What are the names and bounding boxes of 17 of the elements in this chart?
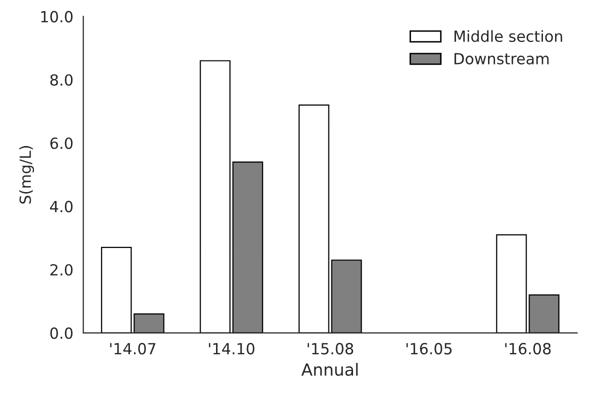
- y-tick-label: 2.0: [50, 264, 73, 276]
- x-tick-label: '16.08: [505, 342, 551, 354]
- y-tick-label: 8.0: [50, 74, 73, 86]
- legend-label: Middle section: [454, 30, 562, 42]
- y-axis-title: S(mg/L): [19, 146, 34, 204]
- bar: [232, 161, 264, 333]
- y-tick-label: 0.0: [50, 327, 73, 339]
- x-tick-label: '14.10: [208, 342, 254, 354]
- x-axis-title: Annual: [301, 362, 358, 376]
- legend-label: Downstream: [454, 53, 549, 64]
- x-tick-label: '16.05: [406, 342, 452, 354]
- y-tick-label: 10.0: [41, 10, 73, 22]
- y-tick-label: 4.0: [50, 200, 73, 212]
- x-tick-label: '14.07: [110, 342, 156, 354]
- bar: [200, 60, 231, 333]
- x-tick-label: '15.08: [308, 342, 354, 354]
- y-tick-label: 6.0: [50, 137, 73, 150]
